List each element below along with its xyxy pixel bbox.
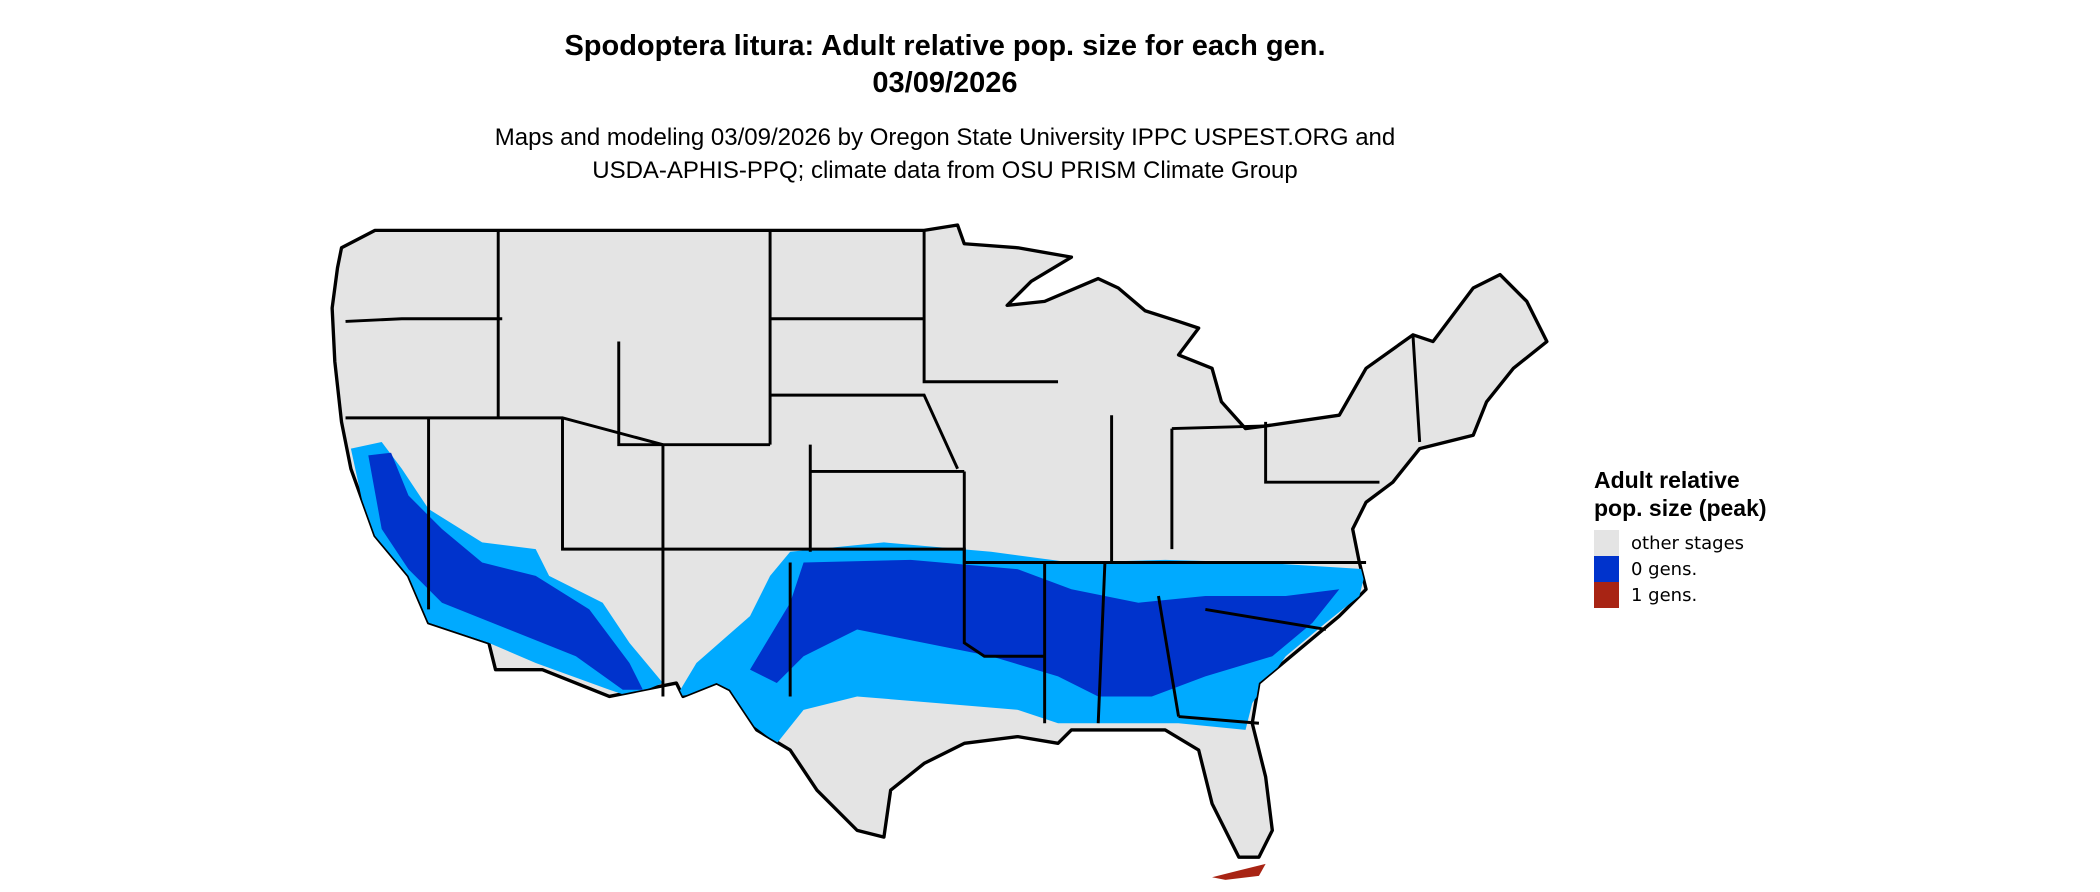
zone-dark-california: [368, 452, 643, 690]
legend-label: 0 gens.: [1631, 558, 1698, 580]
legend-item-other-stages: other stages: [1594, 530, 1794, 556]
map-title-line1: Spodoptera litura: Adult relative pop. s…: [564, 30, 1326, 62]
map-title-date: 03/09/2026: [872, 67, 1018, 99]
legend-swatch: [1594, 556, 1619, 582]
legend-label: other stages: [1631, 532, 1745, 554]
map-subtitle-line1: Maps and modeling 03/09/2026 by Oregon S…: [494, 124, 1396, 151]
legend-item-1-gens: 1 gens.: [1594, 582, 1794, 608]
legend: Adult relative pop. size (peak) other st…: [1594, 466, 1794, 608]
legend-title: Adult relative pop. size (peak): [1594, 467, 1767, 521]
conus-land: [330, 223, 1549, 859]
red-zone-florida-keys: [1212, 863, 1266, 880]
legend-swatch: [1594, 582, 1619, 608]
legend-item-0-gens: 0 gens.: [1594, 556, 1794, 582]
legend-label: 1 gens.: [1631, 584, 1698, 606]
state-borders: [345, 230, 1422, 725]
map-subtitle-line2: USDA-APHIS-PPQ; climate data from OSU PR…: [592, 157, 1298, 184]
legend-swatch: [1594, 530, 1619, 556]
